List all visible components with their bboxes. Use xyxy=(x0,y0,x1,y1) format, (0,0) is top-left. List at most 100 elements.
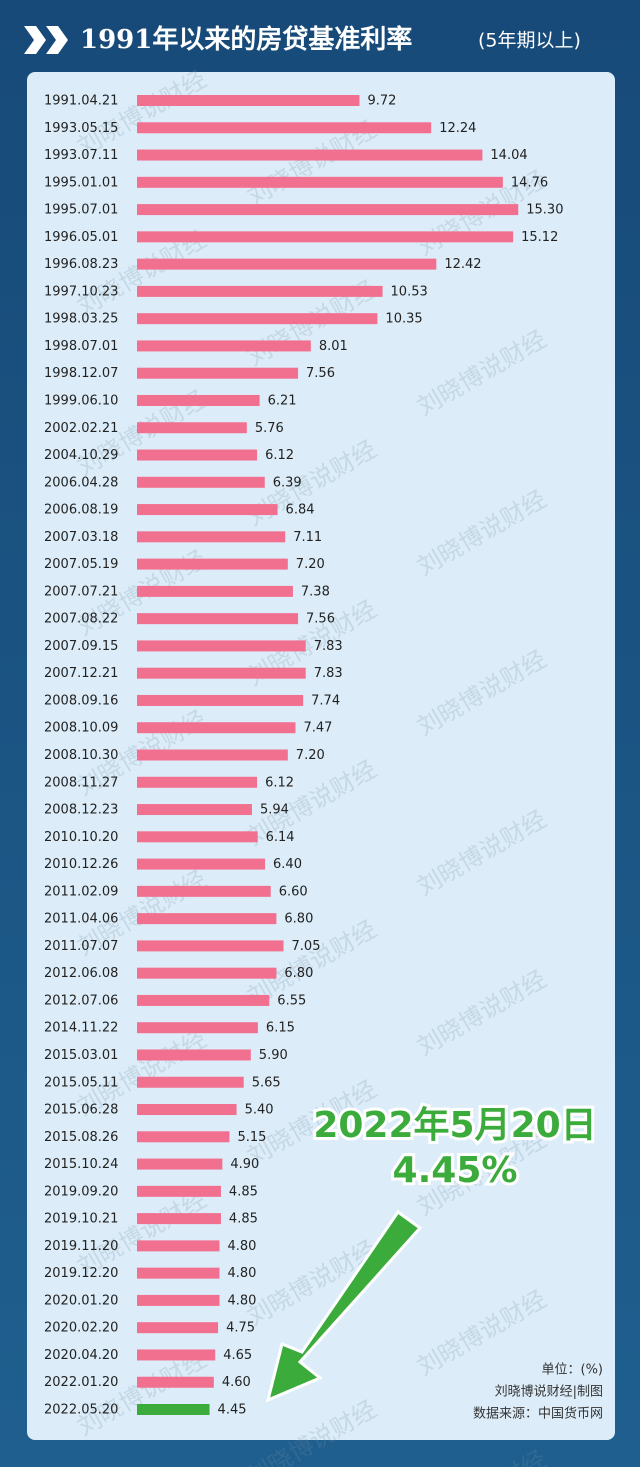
value-label: 7.20 xyxy=(296,557,325,572)
y-tick-label: 2007.05.19 xyxy=(44,557,118,572)
value-label: 6.12 xyxy=(265,775,294,790)
y-tick-label: 2006.08.19 xyxy=(44,503,118,518)
bar xyxy=(137,1213,221,1225)
value-label: 6.12 xyxy=(265,448,294,463)
value-label: 6.40 xyxy=(273,857,302,872)
annotation-date: 2022年5月20日 xyxy=(313,1105,596,1146)
y-tick-label: 2008.09.16 xyxy=(44,693,118,708)
bar xyxy=(137,449,258,461)
y-tick-label: 2006.04.28 xyxy=(44,475,118,490)
y-tick-label: 2004.10.29 xyxy=(44,448,118,463)
y-tick-label: 2008.12.23 xyxy=(44,803,118,818)
y-tick-label: 2011.04.06 xyxy=(44,912,118,927)
bar xyxy=(137,1376,214,1388)
value-label: 7.56 xyxy=(306,612,335,627)
value-label: 10.53 xyxy=(391,284,428,299)
note: 数据来源：中国货币网 xyxy=(473,1406,603,1422)
bar xyxy=(137,1049,251,1061)
bar xyxy=(137,749,288,761)
value-label: 4.80 xyxy=(228,1266,257,1281)
y-tick-label: 1995.01.01 xyxy=(44,175,118,190)
value-label: 7.47 xyxy=(303,721,332,736)
bar xyxy=(137,1131,230,1143)
y-tick-label: 2002.02.21 xyxy=(44,421,118,436)
bar xyxy=(137,640,306,652)
bar xyxy=(137,1404,210,1415)
value-label: 4.75 xyxy=(226,1321,255,1336)
y-tick-label: 1996.05.01 xyxy=(44,230,118,245)
bar xyxy=(137,1349,216,1361)
y-tick-label: 2020.01.20 xyxy=(44,1293,118,1308)
value-label: 4.90 xyxy=(230,1157,259,1172)
y-tick-label: 2022.01.20 xyxy=(44,1375,118,1390)
bar xyxy=(137,531,286,543)
value-label: 15.12 xyxy=(521,230,558,245)
y-tick-label: 2015.06.28 xyxy=(44,1103,118,1118)
value-label: 15.30 xyxy=(526,203,563,218)
value-label: 6.80 xyxy=(284,966,313,981)
bar xyxy=(137,1322,219,1334)
value-label: 6.39 xyxy=(273,475,302,490)
bar xyxy=(137,722,296,734)
value-label: 5.65 xyxy=(252,1075,281,1090)
bar xyxy=(137,585,293,597)
value-label: 7.05 xyxy=(292,939,321,954)
y-tick-label: 1997.10.23 xyxy=(44,284,118,299)
bar xyxy=(137,176,503,188)
bar xyxy=(137,558,288,570)
y-tick-label: 2012.06.08 xyxy=(44,966,118,981)
bar xyxy=(137,858,266,870)
chart-subtitle: (5年期以上) xyxy=(478,30,581,52)
value-label: 4.80 xyxy=(228,1239,257,1254)
bar xyxy=(137,149,483,161)
annotation-rate: 4.45% xyxy=(393,1150,518,1191)
value-label: 6.55 xyxy=(277,993,306,1008)
y-tick-label: 2019.10.21 xyxy=(44,1212,118,1227)
bar xyxy=(137,1294,220,1306)
note: 单位：(%) xyxy=(542,1363,604,1378)
chart-title: 1991年以来的房贷基准利率 xyxy=(80,24,412,55)
y-tick-label: 2008.11.27 xyxy=(44,775,118,790)
value-label: 8.01 xyxy=(319,339,348,354)
value-label: 5.90 xyxy=(259,1048,288,1063)
bar xyxy=(137,776,258,788)
y-tick-label: 2020.04.20 xyxy=(44,1348,118,1363)
bar xyxy=(137,1185,221,1197)
bar xyxy=(137,422,247,434)
y-tick-label: 1995.07.01 xyxy=(44,203,118,218)
value-label: 4.80 xyxy=(228,1293,257,1308)
value-label: 4.45 xyxy=(218,1403,247,1418)
value-label: 12.42 xyxy=(444,257,481,272)
bar xyxy=(137,394,260,406)
bar xyxy=(137,313,378,325)
value-label: 4.65 xyxy=(223,1348,252,1363)
bar xyxy=(137,831,258,843)
y-tick-label: 2010.12.26 xyxy=(44,857,118,872)
y-tick-label: 1998.12.07 xyxy=(44,366,118,381)
value-label: 4.60 xyxy=(222,1375,251,1390)
value-label: 4.85 xyxy=(229,1212,258,1227)
value-label: 6.14 xyxy=(266,830,295,845)
value-label: 5.40 xyxy=(245,1103,274,1118)
y-tick-label: 1998.07.01 xyxy=(44,339,118,354)
y-tick-label: 2012.07.06 xyxy=(44,993,118,1008)
y-tick-label: 2007.08.22 xyxy=(44,612,118,627)
bar xyxy=(137,122,432,134)
y-tick-label: 2007.03.18 xyxy=(44,530,118,545)
value-label: 9.72 xyxy=(367,94,396,109)
value-label: 6.84 xyxy=(286,503,315,518)
bar xyxy=(137,913,277,925)
y-tick-label: 1996.08.23 xyxy=(44,257,118,272)
value-label: 6.60 xyxy=(279,884,308,899)
y-tick-label: 2015.05.11 xyxy=(44,1075,118,1090)
bar xyxy=(137,885,271,897)
y-tick-label: 1999.06.10 xyxy=(44,393,118,408)
bar xyxy=(137,613,299,625)
y-tick-label: 2008.10.09 xyxy=(44,721,118,736)
y-tick-label: 2007.07.21 xyxy=(44,584,118,599)
bar xyxy=(137,1158,223,1170)
plot-panel xyxy=(27,72,615,1440)
y-tick-label: 2007.09.15 xyxy=(44,639,118,654)
value-label: 5.94 xyxy=(260,803,289,818)
